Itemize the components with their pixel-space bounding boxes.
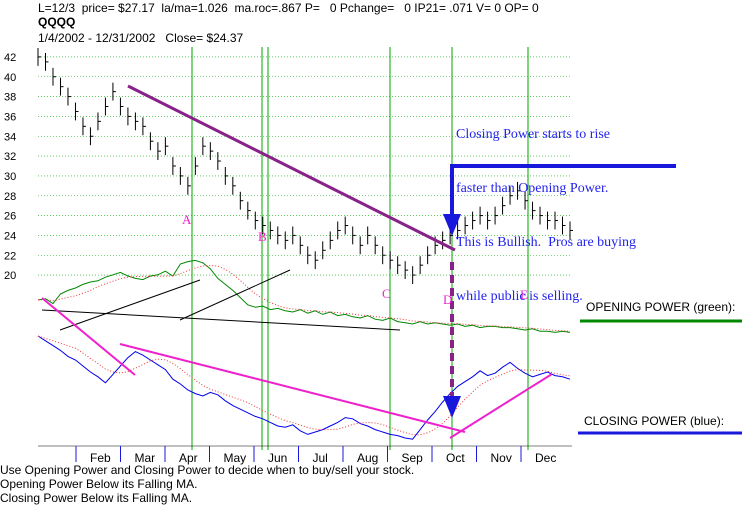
closing-power-trendline <box>119 343 466 433</box>
signal-arrowhead-top <box>443 214 461 236</box>
month-label: Jun <box>268 451 287 465</box>
month-axis: Feb Mar Apr May Jun Jul Aug Sep Oct Nov Dec <box>38 445 572 465</box>
month-label: Jul <box>313 451 328 465</box>
price-tick-label: 36 <box>4 111 16 123</box>
price-tick-label: 26 <box>4 211 16 223</box>
month-label: Dec <box>535 451 556 465</box>
price-downtrend-line <box>127 84 456 252</box>
price-axis-ticks: 20 22 24 26 28 30 32 34 36 38 40 42 <box>4 52 16 282</box>
footer-note: Use Opening Power and Closing Power to d… <box>0 463 415 477</box>
month-label: Apr <box>179 451 198 465</box>
callout-line: This is Bullish. Pros are buying <box>456 235 637 250</box>
footer-note: Closing Power Below its Falling MA. <box>0 491 193 505</box>
price-tick-label: 24 <box>4 230 16 242</box>
header-date-range: 1/4/2002 - 12/31/2002 Close= $24.37 <box>38 31 244 45</box>
opening-power-ma <box>37 265 571 332</box>
month-label: Sep <box>402 451 424 465</box>
price-tick-label: 28 <box>4 191 16 203</box>
opening-power-trendline <box>59 279 201 331</box>
price-bars <box>37 47 573 285</box>
closing-power-trendline <box>41 297 136 376</box>
signal-arrows <box>443 164 676 418</box>
callout-text: Closing Power starts to rise faster than… <box>456 90 696 324</box>
price-tick-label: 42 <box>4 52 16 64</box>
marker-label: D <box>443 292 452 307</box>
month-label: Feb <box>90 451 111 465</box>
month-label: Nov <box>491 451 512 465</box>
callout-line: Closing Power starts to rise <box>456 127 610 142</box>
price-tick-label: 40 <box>4 72 16 84</box>
callout-line: while public is selling. <box>456 289 583 304</box>
signal-arrow-top <box>450 164 676 228</box>
month-label: Mar <box>135 451 156 465</box>
power-indicators <box>37 259 571 440</box>
closing-power-trendline <box>449 373 553 439</box>
closing-power-ma <box>37 335 571 436</box>
month-label: Aug <box>357 451 378 465</box>
price-tick-label: 22 <box>4 250 16 262</box>
opening-power-trendline <box>41 309 401 331</box>
marker-label: E <box>520 287 528 302</box>
price-tick-label: 32 <box>4 151 16 163</box>
opening-power-label: OPENING POWER (green): <box>586 300 736 314</box>
price-tick-label: 30 <box>4 171 16 183</box>
marker-label: B <box>258 229 267 244</box>
price-tick-label: 34 <box>4 131 16 143</box>
opening-power-trendline <box>179 269 291 321</box>
opening-power-line <box>37 259 571 333</box>
marker-labels: A B C D E <box>182 212 528 307</box>
marker-label: A <box>182 212 192 227</box>
price-tick-label: 38 <box>4 92 16 104</box>
marker-label: C <box>382 286 391 301</box>
trend-lines <box>41 84 553 439</box>
footer-note: Opening Power Below its Falling MA. <box>0 477 198 491</box>
closing-power-label: CLOSING POWER (blue): <box>584 414 725 428</box>
side-label-underlines <box>578 319 742 435</box>
header-stats-line: L=12/3 price= $27.17 la/ma=1.026 ma.roc=… <box>38 1 539 15</box>
closing-power-line <box>37 335 571 440</box>
month-label: May <box>224 451 247 465</box>
price-tick-label: 20 <box>4 270 16 282</box>
callout-line: faster than Opening Power. <box>456 181 609 196</box>
month-label: Oct <box>446 451 465 465</box>
header-symbol: QQQQ <box>38 15 76 29</box>
